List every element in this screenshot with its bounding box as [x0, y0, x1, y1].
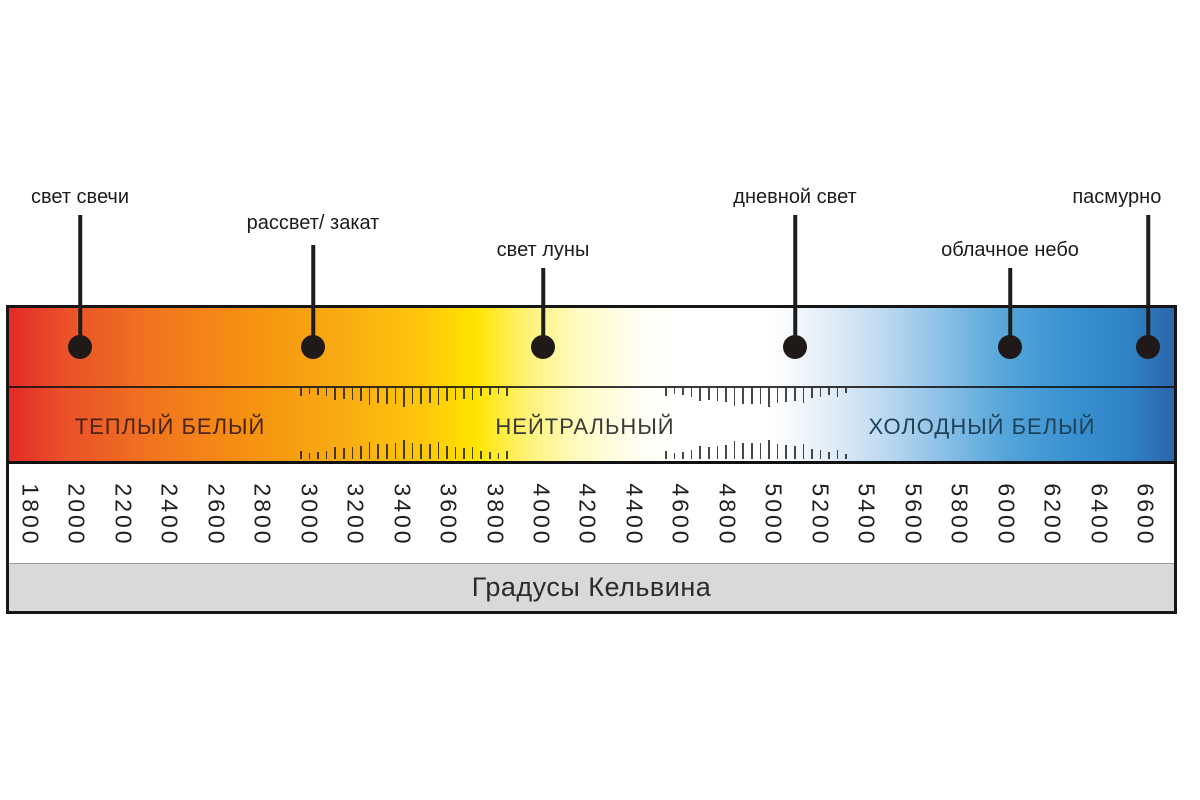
axis-tick-label: 1800: [17, 483, 44, 547]
axis-tick-label: 3200: [342, 483, 369, 547]
axis-tick-label: 6400: [1086, 483, 1113, 547]
marker-stem: [1146, 215, 1150, 347]
axis-tick-label: 2000: [63, 483, 90, 547]
axis-tick-label: 4000: [528, 483, 555, 547]
axis-tick-label: 5200: [807, 483, 834, 547]
axis-tick-label: 4400: [621, 483, 648, 547]
marker-dot: [68, 335, 92, 359]
marker-dot: [1136, 335, 1160, 359]
axis-tick-label: 6600: [1132, 483, 1159, 547]
marker-dot: [998, 335, 1022, 359]
marker-label: дневной свет: [733, 186, 857, 208]
axis-title: Градусы Кельвина: [471, 572, 712, 602]
axis-tick-label: 3600: [435, 483, 462, 547]
axis-tick-label: 2400: [156, 483, 183, 547]
gradient-divider-line: [9, 386, 1174, 388]
axis-tick-label: 6200: [1039, 483, 1066, 547]
marker-stem: [311, 245, 315, 347]
marker-stem: [78, 215, 82, 347]
zone-label-cold-white: ХОЛОДНЫЙ БЕЛЫЙ: [868, 414, 1096, 439]
zone-transition-ticks: [665, 388, 858, 409]
marker-dot: [301, 335, 325, 359]
zone-transition-ticks: [665, 438, 858, 459]
axis-tick-label: 4200: [574, 483, 601, 547]
marker-label: облачное небо: [941, 239, 1079, 261]
axis-tick-label: 4600: [667, 483, 694, 547]
chart-box: 1800 2000 2200 2400 2600 2800 3000 3200 3400 3600…: [6, 305, 1177, 614]
axis-title-bar: Градусы Кельвина: [9, 563, 1174, 611]
axis-tick-label: 5800: [946, 483, 973, 547]
axis-tick-label: 5400: [853, 483, 880, 547]
temperature-gradient-bar: [9, 308, 1174, 461]
kelvin-axis: 1800 2000 2200 2400 2600 2800 3000 3200 3400 3600…: [9, 461, 1174, 564]
axis-tick-label: 6000: [993, 483, 1020, 547]
marker-dot: [531, 335, 555, 359]
zone-transition-ticks: [300, 388, 515, 409]
marker-dot: [783, 335, 807, 359]
marker-label: свет луны: [496, 239, 590, 261]
axis-tick-label: 4800: [714, 483, 741, 547]
axis-tick-label: 2200: [110, 483, 137, 547]
zone-label-neutral: НЕЙТРАЛЬНЫЙ: [495, 414, 675, 439]
axis-tick-label: 5000: [760, 483, 787, 547]
marker-stem: [793, 215, 797, 347]
axis-tick-labels: 1800 2000 2200 2400 2600 2800 3000 3200 3400 3600…: [9, 464, 1174, 564]
axis-tick-label: 2600: [203, 483, 230, 547]
axis-tick-label: 5600: [900, 483, 927, 547]
marker-label: пасмурно: [1072, 186, 1162, 208]
marker-label: рассвет/ закат: [246, 212, 380, 234]
axis-tick-label: 2800: [249, 483, 276, 547]
marker-stem: [541, 268, 545, 347]
zone-transition-ticks: [300, 438, 515, 459]
axis-tick-label: 3800: [482, 483, 509, 547]
axis-tick-label: 3000: [296, 483, 323, 547]
marker-label: свет свечи: [30, 186, 130, 208]
marker-stem: [1008, 268, 1012, 347]
axis-tick-label: 3400: [389, 483, 416, 547]
zone-label-warm-white: ТЕПЛЫЙ БЕЛЫЙ: [74, 414, 266, 439]
